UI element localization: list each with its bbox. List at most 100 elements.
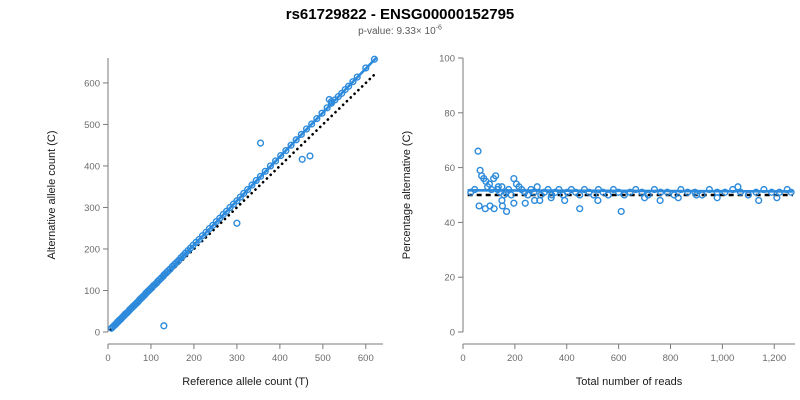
data-point xyxy=(353,73,361,81)
data-point xyxy=(713,194,721,202)
data-point xyxy=(248,181,256,189)
data-point xyxy=(490,205,498,213)
data-point xyxy=(677,185,685,194)
data-point xyxy=(308,120,316,128)
data-point xyxy=(640,194,649,202)
svg-text:600: 600 xyxy=(358,353,374,364)
data-point xyxy=(298,155,306,163)
data-point xyxy=(663,188,671,196)
data-point xyxy=(590,191,598,199)
data-point xyxy=(498,196,506,205)
data-point xyxy=(313,115,321,123)
data-point xyxy=(768,188,776,196)
svg-text:0: 0 xyxy=(460,353,465,364)
data-point xyxy=(620,191,628,199)
data-point xyxy=(533,183,541,191)
svg-text:400: 400 xyxy=(84,161,100,172)
pvalue-exponent: -6 xyxy=(435,24,442,32)
data-point xyxy=(638,188,646,196)
data-point xyxy=(615,188,623,196)
data-point xyxy=(524,191,532,199)
data-point xyxy=(318,109,326,117)
x-axis-title-left: Reference allele count (T) xyxy=(182,376,309,388)
svg-text:400: 400 xyxy=(559,353,575,364)
y-axis-title-left: Alternative allele count (C) xyxy=(46,130,58,260)
data-point xyxy=(650,185,659,194)
data-point xyxy=(502,207,511,216)
svg-text:200: 200 xyxy=(84,244,100,255)
svg-text:1,200: 1,200 xyxy=(762,353,786,364)
data-point xyxy=(475,202,483,210)
data-point xyxy=(498,183,506,191)
data-point xyxy=(544,185,552,194)
data-point xyxy=(773,194,781,202)
data-point xyxy=(261,167,269,175)
scatter-plot-left: 0 100 200 300 400 500 600 0 100 200 300 400 500 600 xyxy=(84,55,383,364)
data-point xyxy=(521,199,529,207)
svg-text:40: 40 xyxy=(444,218,455,229)
data-point xyxy=(705,185,714,194)
data-point xyxy=(684,188,692,196)
svg-text:600: 600 xyxy=(611,353,627,364)
data-point xyxy=(323,104,331,112)
data-point xyxy=(510,199,518,207)
data-point xyxy=(244,186,252,194)
data-point xyxy=(721,188,729,196)
svg-text:1,000: 1,000 xyxy=(710,353,734,364)
data-point xyxy=(302,125,311,133)
chart-panel-left: 0 100 200 300 400 500 600 0 100 200 300 400 500 600 R… xyxy=(46,55,383,388)
svg-text:500: 500 xyxy=(315,353,331,364)
data-point xyxy=(775,188,784,196)
data-point xyxy=(510,174,518,183)
data-point xyxy=(256,172,265,180)
svg-text:0: 0 xyxy=(450,328,455,339)
data-point xyxy=(160,322,168,330)
svg-text:100: 100 xyxy=(439,54,455,65)
data-point xyxy=(297,130,305,138)
data-point xyxy=(656,196,664,205)
data-point xyxy=(492,172,500,180)
svg-text:300: 300 xyxy=(229,353,245,364)
data-point xyxy=(674,194,682,202)
data-point xyxy=(327,97,336,106)
data-point xyxy=(632,185,640,194)
data-point xyxy=(657,188,665,196)
data-point xyxy=(471,185,479,194)
data-point xyxy=(345,82,353,90)
data-point xyxy=(561,196,569,205)
svg-text:200: 200 xyxy=(507,353,523,364)
data-point xyxy=(576,205,584,213)
data-point xyxy=(736,188,745,196)
svg-text:100: 100 xyxy=(143,353,159,364)
data-point xyxy=(292,136,300,144)
svg-text:80: 80 xyxy=(444,108,455,119)
data-point xyxy=(617,207,625,216)
svg-text:0: 0 xyxy=(105,353,110,364)
chart-panel-right: 0 20 40 60 80 100 0 200 400 600 800 1,000 1,200 Tota… xyxy=(400,0,800,400)
data-point xyxy=(164,266,173,275)
svg-text:200: 200 xyxy=(186,353,202,364)
svg-text:400: 400 xyxy=(272,353,288,364)
data-point xyxy=(277,151,285,160)
data-point xyxy=(370,55,379,63)
svg-text:800: 800 xyxy=(663,353,679,364)
data-point xyxy=(507,191,515,199)
data-point xyxy=(474,147,482,155)
data-point xyxy=(362,64,370,72)
data-point xyxy=(530,188,538,196)
data-point xyxy=(755,196,763,205)
data-point xyxy=(536,196,544,205)
svg-text:100: 100 xyxy=(84,286,100,297)
data-point xyxy=(240,189,248,197)
data-point xyxy=(734,183,742,191)
data-point xyxy=(744,191,752,199)
scatter-plot-right: 0 20 40 60 80 100 0 200 400 600 800 1,000 1,200 xyxy=(439,54,795,364)
data-point xyxy=(494,183,502,191)
pvalue-text: p-value: 9.33× 10 xyxy=(358,26,436,37)
data-point xyxy=(604,191,612,199)
data-point xyxy=(594,196,602,205)
svg-text:500: 500 xyxy=(84,120,100,131)
svg-text:20: 20 xyxy=(444,273,455,284)
svg-text:300: 300 xyxy=(84,203,100,214)
